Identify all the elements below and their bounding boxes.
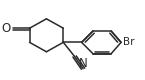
Text: N: N bbox=[79, 57, 87, 70]
Text: O: O bbox=[1, 22, 11, 35]
Text: Br: Br bbox=[123, 37, 134, 47]
